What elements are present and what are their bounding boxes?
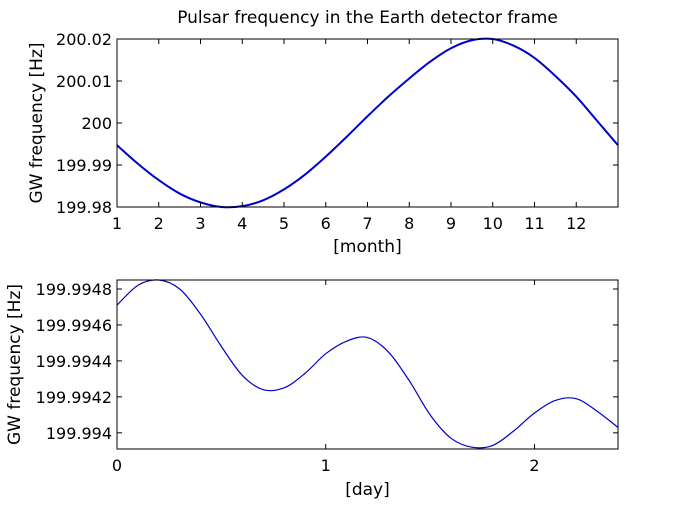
chart-title: Pulsar frequency in the Earth detector f… [177,8,558,28]
x-tick-label: 9 [446,214,456,233]
x-tick-label: 2 [529,456,539,475]
y-tick-label: 200 [81,114,112,133]
x-axis-label: [day] [345,480,390,500]
y-tick-label: 199.9946 [36,316,112,335]
y-tick-label: 199.9942 [36,388,112,407]
x-tick-label: 12 [566,214,586,233]
y-tick-label: 199.994 [46,424,112,443]
x-tick-label: 5 [279,214,289,233]
axes-box [116,279,619,450]
bottom-plot-daily: 0 1 2 199.994 199.9942 199.9944 199.9946 199.99… [5,279,619,500]
x-tick-label: 1 [321,456,331,475]
x-tick-label: 8 [404,214,414,233]
x-tick-label: 7 [362,214,372,233]
x-tick-label: 0 [112,456,122,475]
x-tick-label: 3 [195,214,205,233]
y-tick-label: 200.01 [56,72,112,91]
y-axis-label: GW frequency [Hz] [5,284,25,445]
x-tick-label: 4 [237,214,247,233]
x-tick-label: 1 [112,214,122,233]
y-tick-label: 199.9944 [36,352,112,371]
x-tick-label: 6 [321,214,331,233]
y-tick-label: 199.9948 [36,280,112,299]
x-tick-label: 11 [524,214,544,233]
y-tick-label: 200.02 [56,30,112,49]
y-tick-label: 199.99 [56,156,112,175]
x-tick-label: 10 [483,214,503,233]
x-tick-label: 2 [154,214,164,233]
x-axis-label: [month] [333,237,401,257]
y-axis-label: GW frequency [Hz] [27,42,47,203]
y-tick-label: 199.98 [56,198,112,217]
series-line-0 [116,279,619,449]
top-plot-monthly: 1 2 3 4 5 6 7 8 9 10 11 12199.98199.99200200.01200.… [27,8,619,257]
